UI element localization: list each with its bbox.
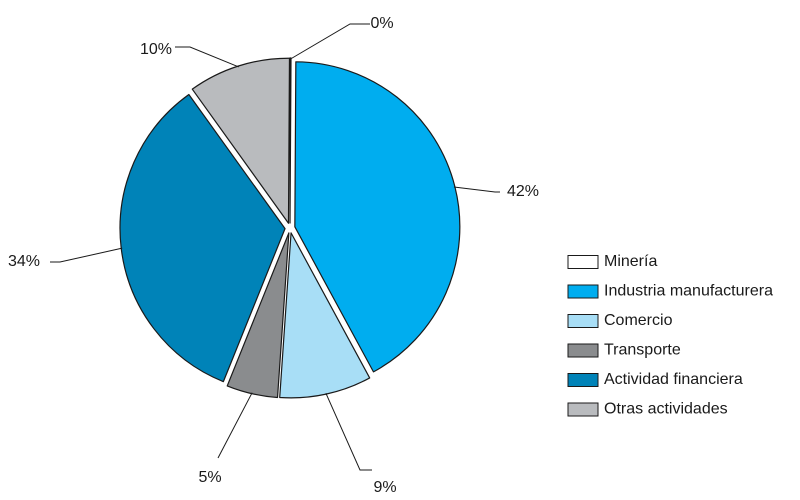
legend-label-comercio: Comercio (604, 312, 673, 329)
leader-line-actividad-financiera (50, 247, 123, 263)
legend-label-actividad-financiera: Actividad financiera (604, 371, 743, 388)
leader-line-mineria (290, 23, 370, 60)
leader-line-comercio (325, 392, 372, 471)
legend-label-mineria: Minería (604, 253, 657, 270)
leader-line-transporte (217, 392, 253, 459)
legend-item-mineria: Minería (567, 253, 657, 270)
value-label-industria-manufacturera: 42% (507, 183, 539, 200)
legend-item-actividad-financiera: Actividad financiera (567, 371, 743, 388)
value-label-comercio: 9% (373, 479, 396, 495)
legend-item-transporte: Transporte (567, 342, 681, 359)
leader-lines-layer (50, 23, 500, 471)
value-label-actividad-financiera: 34% (8, 253, 40, 270)
pie-slice-otras-actividades (191, 57, 291, 224)
leader-line-otras-actividades (175, 46, 239, 68)
legend-swatch-transporte (567, 343, 599, 358)
legend-swatch-actividad-financiera (567, 373, 599, 387)
value-labels-layer: 0% 42% 9% 5% 34% 10% (8, 15, 539, 496)
value-label-mineria: 0% (370, 15, 393, 32)
legend-swatch-mineria (567, 255, 599, 269)
legend-label-otras-actividades: Otras actividades (604, 401, 728, 418)
legend-swatch-comercio (567, 314, 599, 328)
legend-swatch-industria-manufacturera (567, 284, 599, 299)
legend-swatch-otras-actividades (567, 402, 599, 417)
slices-layer (119, 57, 461, 399)
legend: Minería Industria manufacturera Comercio Tr… (567, 253, 773, 418)
legend-label-transporte: Transporte (604, 342, 681, 359)
legend-label-industria-manufacturera: Industria manufacturera (604, 283, 773, 300)
legend-item-otras-actividades: Otras actividades (567, 401, 728, 418)
legend-item-comercio: Comercio (567, 312, 673, 329)
value-label-transporte: 5% (198, 469, 221, 486)
leader-line-industria-manufacturera (453, 186, 500, 193)
legend-item-industria-manufacturera: Industria manufacturera (567, 283, 773, 300)
pie-slice-mineria (289, 57, 292, 224)
value-label-otras-actividades: 10% (140, 41, 172, 58)
